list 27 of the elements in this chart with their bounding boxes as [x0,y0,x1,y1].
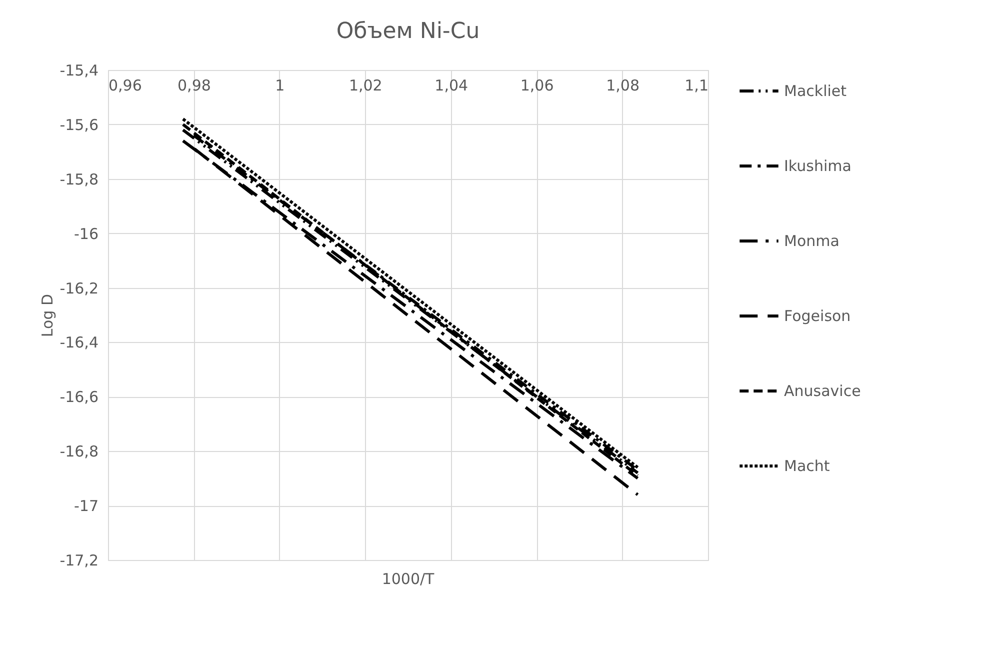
legend-label: Macht [784,457,830,475]
x-tick-label: 1,1 [684,76,708,94]
y-tick-label: -15,4 [60,62,98,80]
y-tick-label: -16,4 [60,334,98,352]
legend-label: Anusavice [784,382,861,400]
y-tick-label: -16,2 [60,279,98,298]
x-tick-label: 1,06 [520,76,554,94]
x-tick-label: 1,04 [434,76,468,94]
y-tick-label: -17 [74,497,98,516]
x-tick-label: 1,02 [348,76,382,94]
legend-label: Ikushima [784,157,852,175]
y-tick-label: -15,6 [60,116,98,134]
chart-title: Объем Ni-Cu [336,19,480,44]
y-tick-label: -17,2 [60,552,98,570]
x-tick-label: 1 [275,76,285,94]
y-tick-label: -16,8 [60,442,98,461]
x-axis-title: 1000/T [382,570,436,588]
x-tick-label: 0,98 [178,76,211,94]
legend-label: Monma [784,232,840,250]
x-tick-label: 1,08 [606,76,640,94]
y-tick-label: -16,6 [60,388,98,406]
legend-label: Fogeison [784,307,851,325]
y-tick-label: -16 [74,224,98,243]
x-tick-label: 0,96 [108,76,142,94]
y-tick-label: -15,8 [60,170,98,188]
legend-label: Mackliet [784,82,847,100]
y-axis-title: Log D [38,294,57,338]
